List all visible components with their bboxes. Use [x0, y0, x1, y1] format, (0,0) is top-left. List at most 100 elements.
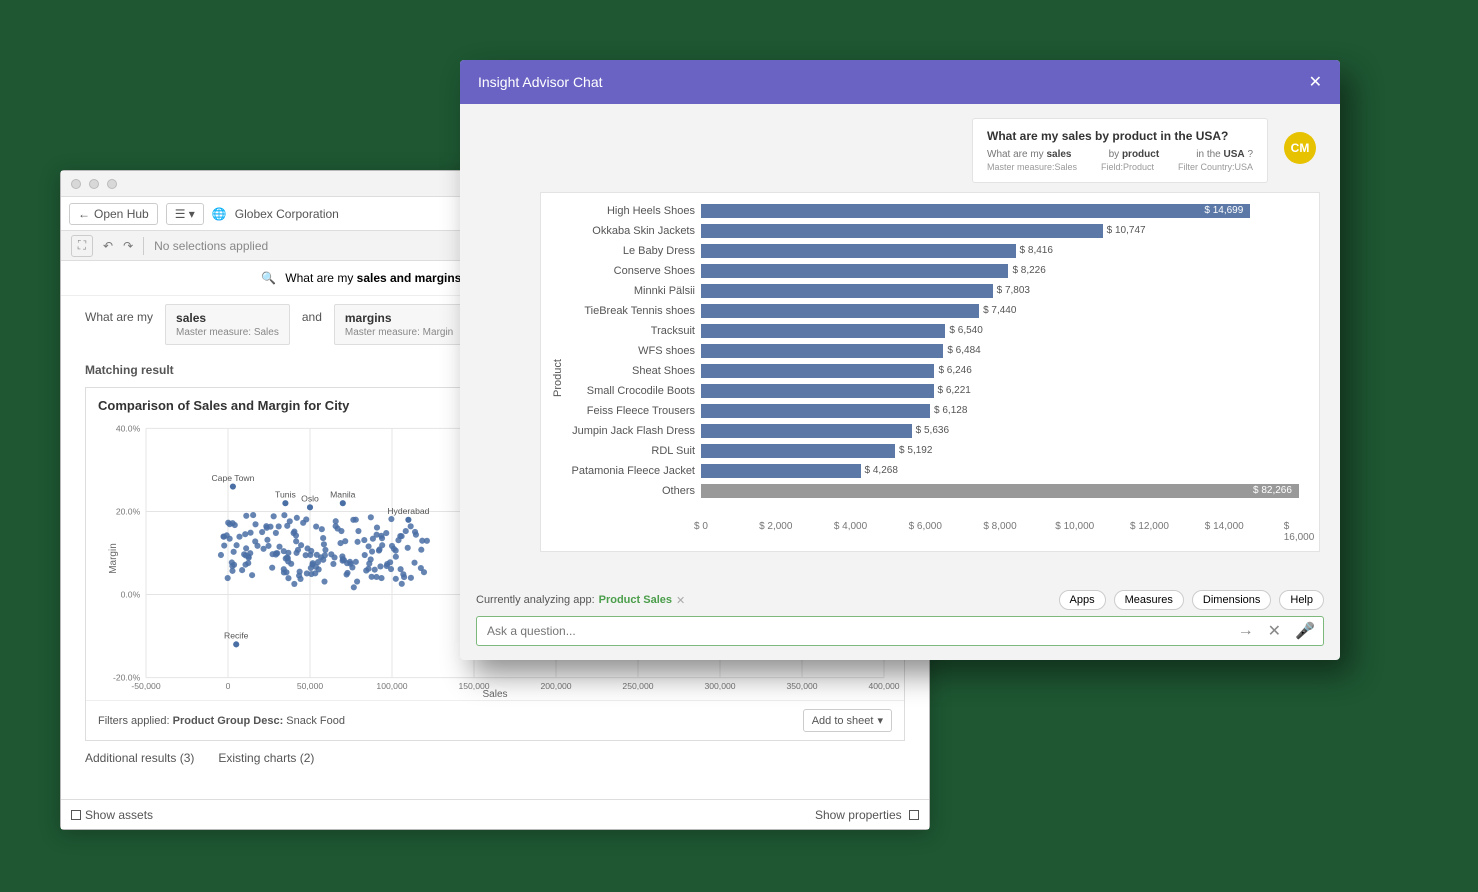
x-tick: $ 12,000	[1130, 521, 1169, 532]
x-tick: $ 4,000	[834, 521, 867, 532]
traffic-light-max[interactable]	[107, 179, 117, 189]
bar-row[interactable]: Feiss Fleece Trousers$ 6,128	[701, 401, 1299, 421]
bar-label: High Heels Shoes	[545, 201, 701, 221]
bar-value: $ 14,699	[1200, 201, 1243, 221]
bar-row[interactable]: Le Baby Dress$ 8,416	[701, 241, 1299, 261]
open-hub-button[interactable]: ←Open Hub	[69, 203, 158, 225]
step-fwd-icon[interactable]: ↷	[123, 239, 133, 253]
filters-applied: Filters applied: Product Group Desc: Sna…	[98, 715, 345, 727]
bar-row[interactable]: TieBreak Tennis shoes$ 7,440	[701, 301, 1299, 321]
mic-icon[interactable]: 🎤	[1295, 621, 1315, 641]
bar-value: $ 7,440	[979, 301, 1016, 321]
company-name: Globex Corporation	[235, 207, 339, 221]
bar-row[interactable]: Conserve Shoes$ 8,226	[701, 261, 1299, 281]
bar-label: Tracksuit	[545, 321, 701, 341]
bar-value: $ 10,747	[1103, 221, 1146, 241]
add-to-sheet-button[interactable]: Add to sheet▾	[803, 709, 892, 732]
send-icon[interactable]: →	[1238, 622, 1254, 640]
selection-tool-icon[interactable]: ⛶	[71, 235, 93, 257]
no-selections-text: No selections applied	[154, 239, 268, 253]
bar-value: $ 8,416	[1016, 241, 1053, 261]
tab-additional[interactable]: Additional results (3)	[85, 751, 194, 765]
analyzing-chip[interactable]: Currently analyzing app: Product Sales ✕	[476, 594, 685, 607]
bar-row[interactable]: Tracksuit$ 6,540	[701, 321, 1299, 341]
user-avatar[interactable]: CM	[1284, 132, 1316, 164]
svg-text:Cape Town: Cape Town	[211, 473, 254, 483]
bar-label: Feiss Fleece Trousers	[545, 401, 701, 421]
bar-chart[interactable]: Product High Heels Shoes$ 14,699Okkaba S…	[540, 192, 1320, 552]
bar-label: Minnki Pälsii	[545, 281, 701, 301]
bar-value: $ 8,226	[1008, 261, 1045, 281]
bar-label: TieBreak Tennis shoes	[545, 301, 701, 321]
bar-label: Small Crocodile Boots	[545, 381, 701, 401]
svg-text:100,000: 100,000	[376, 681, 407, 691]
bar-value: $ 5,192	[895, 441, 932, 461]
show-assets-button[interactable]: Show assets	[71, 808, 153, 822]
bar-label: Others	[545, 481, 701, 501]
svg-text:Manila: Manila	[330, 489, 356, 499]
svg-text:0.0%: 0.0%	[121, 589, 141, 599]
chip-close-icon[interactable]: ✕	[676, 594, 685, 607]
svg-text:200,000: 200,000	[540, 681, 571, 691]
y-axis-label: Margin	[108, 543, 119, 574]
bar-row[interactable]: Okkaba Skin Jackets$ 10,747	[701, 221, 1299, 241]
chip-measures[interactable]: Measures	[1114, 590, 1184, 610]
pill-sales[interactable]: salesMaster measure: Sales	[165, 304, 290, 345]
step-back-icon[interactable]: ↶	[103, 239, 113, 253]
close-icon[interactable]: ✕	[1309, 72, 1322, 92]
x-tick: $ 0	[694, 521, 708, 532]
parse-sub: Master measure:Sales Field:Product Filte…	[987, 162, 1253, 172]
bar-row[interactable]: Small Crocodile Boots$ 6,221	[701, 381, 1299, 401]
bar-label: Jumpin Jack Flash Dress	[545, 421, 701, 441]
bar-label: Patamonia Fleece Jacket	[545, 461, 701, 481]
bar-row[interactable]: High Heels Shoes$ 14,699	[701, 201, 1299, 221]
bar-label: Sheat Shoes	[545, 361, 701, 381]
ask-input[interactable]	[485, 623, 1230, 639]
search-icon: 🔍	[261, 271, 276, 285]
svg-text:150,000: 150,000	[458, 681, 489, 691]
svg-text:250,000: 250,000	[622, 681, 653, 691]
svg-text:Hyderabad: Hyderabad	[387, 506, 429, 516]
bar-row[interactable]: Jumpin Jack Flash Dress$ 5,636	[701, 421, 1299, 441]
svg-text:0: 0	[226, 681, 231, 691]
bar-value: $ 82,266	[1249, 481, 1292, 501]
x-tick: $ 16,000	[1284, 521, 1315, 543]
x-tick: $ 2,000	[759, 521, 792, 532]
bar-value: $ 4,268	[861, 461, 898, 481]
menu-button[interactable]: ☰ ▾	[166, 203, 204, 225]
bar-row[interactable]: Patamonia Fleece Jacket$ 4,268	[701, 461, 1299, 481]
chip-help[interactable]: Help	[1279, 590, 1324, 610]
svg-text:40.0%: 40.0%	[116, 423, 141, 433]
svg-text:Oslo: Oslo	[301, 494, 319, 504]
x-tick: $ 8,000	[983, 521, 1016, 532]
traffic-light-close[interactable]	[71, 179, 81, 189]
chip-dimensions[interactable]: Dimensions	[1192, 590, 1271, 610]
chip-apps[interactable]: Apps	[1059, 590, 1106, 610]
bar-row[interactable]: Sheat Shoes$ 6,246	[701, 361, 1299, 381]
svg-text:-50,000: -50,000	[131, 681, 160, 691]
bar-row[interactable]: Minnki Pälsii$ 7,803	[701, 281, 1299, 301]
user-question-text: What are my sales by product in the USA?	[987, 129, 1253, 143]
chat-window: Insight Advisor Chat ✕ What are my sales…	[460, 60, 1340, 660]
chat-controls-row: Currently analyzing app: Product Sales ✕…	[476, 590, 1324, 610]
traffic-light-min[interactable]	[89, 179, 99, 189]
chat-titlebar: Insight Advisor Chat ✕	[460, 60, 1340, 104]
bar-label: Okkaba Skin Jackets	[545, 221, 701, 241]
bar-row[interactable]: Others$ 82,266	[701, 481, 1299, 501]
tab-existing[interactable]: Existing charts (2)	[218, 751, 314, 765]
bar-row[interactable]: WFS shoes$ 6,484	[701, 341, 1299, 361]
q-and: and	[302, 304, 322, 324]
bar-row[interactable]: RDL Suit$ 5,192	[701, 441, 1299, 461]
user-question-card: What are my sales by product in the USA?…	[972, 118, 1268, 183]
clear-icon[interactable]: ✕	[1268, 621, 1281, 641]
svg-text:Tunis: Tunis	[275, 489, 296, 499]
pill-margins[interactable]: marginsMaster measure: Margin	[334, 304, 464, 345]
bar-label: Conserve Shoes	[545, 261, 701, 281]
bar-value: $ 6,221	[934, 381, 971, 401]
show-properties-button[interactable]: Show properties	[815, 808, 919, 822]
chat-title: Insight Advisor Chat	[478, 74, 603, 90]
svg-text:300,000: 300,000	[704, 681, 735, 691]
results-tabs: Additional results (3) Existing charts (…	[61, 741, 929, 775]
x-tick: $ 14,000	[1205, 521, 1244, 532]
x-axis-label: Sales	[86, 689, 904, 700]
